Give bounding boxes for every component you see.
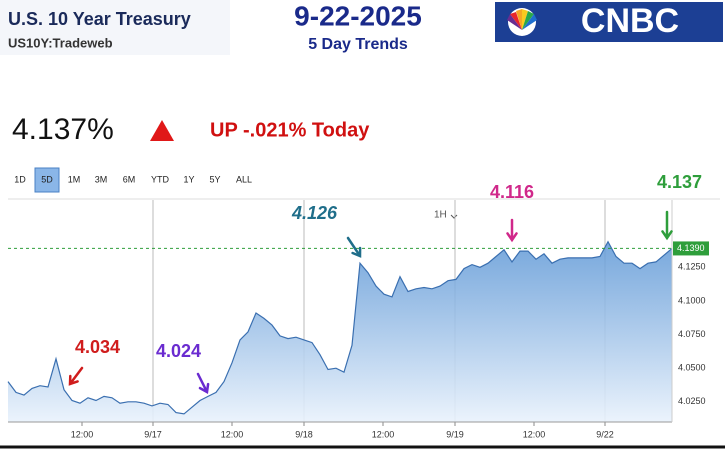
up-triangle bbox=[150, 120, 174, 141]
interval: 1H bbox=[434, 210, 447, 221]
annotation-arrow bbox=[68, 366, 84, 386]
x-tick-label: 9/22 bbox=[596, 429, 614, 439]
annotation-arrow bbox=[346, 236, 362, 258]
y-tick-label: 4.0500 bbox=[678, 363, 706, 373]
x-tick-label: 9/17 bbox=[144, 429, 162, 439]
y-tick-label: 4.1250 bbox=[678, 262, 706, 272]
price: 4.137% bbox=[12, 113, 114, 146]
range-label: YTD bbox=[151, 174, 170, 184]
x-tick-label: 12:00 bbox=[71, 429, 94, 439]
range-button[interactable]: 6M bbox=[123, 174, 136, 184]
range-button[interactable]: YTD bbox=[151, 174, 170, 184]
x-tick-label: 12:00 bbox=[221, 429, 244, 439]
range-button[interactable]: 5Y bbox=[209, 174, 220, 184]
header-box bbox=[0, 0, 230, 55]
reference-label: 4.1390 bbox=[677, 243, 705, 253]
symbol: US10Y:Tradeweb bbox=[8, 35, 113, 50]
area bbox=[8, 241, 672, 422]
range-button[interactable]: 1M bbox=[68, 174, 81, 184]
reference-box bbox=[673, 241, 709, 256]
date: 9-22-2025 bbox=[294, 0, 422, 31]
range-label: 3M bbox=[95, 174, 108, 184]
y-tick-label: 4.0750 bbox=[678, 329, 706, 339]
chart: 12:00 9/17 12:00 9/18 12:00 9/19 12:00 9/22 4.02… bbox=[7, 172, 709, 439]
annotation-arrow bbox=[661, 210, 673, 241]
range-label: 6M bbox=[123, 174, 136, 184]
range-label: 1D bbox=[14, 174, 26, 184]
range-label: 5Y bbox=[209, 174, 220, 184]
range-label: 5D bbox=[41, 174, 53, 184]
x-tick-label: 12:00 bbox=[372, 429, 395, 439]
x-tick-label: 12:00 bbox=[523, 429, 546, 439]
logo: CNBC bbox=[581, 2, 679, 40]
change: UP -.021% Today bbox=[210, 119, 370, 141]
range-selected bbox=[34, 167, 60, 193]
line bbox=[7, 240, 673, 415]
annotation-arrow bbox=[506, 218, 518, 243]
dropdown-caret bbox=[450, 214, 458, 219]
annotation-label: 4.034 bbox=[75, 337, 120, 357]
subtitle: 5 Day Trends bbox=[308, 36, 408, 53]
range-button[interactable]: 3M bbox=[95, 174, 108, 184]
x-tick-label: 9/19 bbox=[446, 429, 464, 439]
y-tick-label: 4.1000 bbox=[678, 295, 706, 305]
range-button[interactable]: 5D bbox=[34, 167, 60, 193]
range-button[interactable]: 1Y bbox=[183, 174, 194, 184]
range-button[interactable]: ALL bbox=[236, 174, 252, 184]
peacock bbox=[507, 8, 537, 36]
annotation-label: 4.024 bbox=[156, 341, 201, 361]
y-tick-label: 4.0250 bbox=[678, 396, 706, 406]
annotation-label: 4.137 bbox=[657, 172, 702, 192]
range-label: ALL bbox=[236, 174, 252, 184]
annotation-label: 4.116 bbox=[490, 182, 534, 202]
range-label: 1Y bbox=[183, 174, 194, 184]
title: U.S. 10 Year Treasury bbox=[8, 9, 191, 29]
annotation-label: 4.126 bbox=[291, 203, 338, 223]
x-tick-label: 9/18 bbox=[295, 429, 313, 439]
range-button[interactable]: 1D bbox=[14, 174, 26, 184]
annotation-arrow bbox=[196, 372, 210, 394]
range-label: 1M bbox=[68, 174, 81, 184]
